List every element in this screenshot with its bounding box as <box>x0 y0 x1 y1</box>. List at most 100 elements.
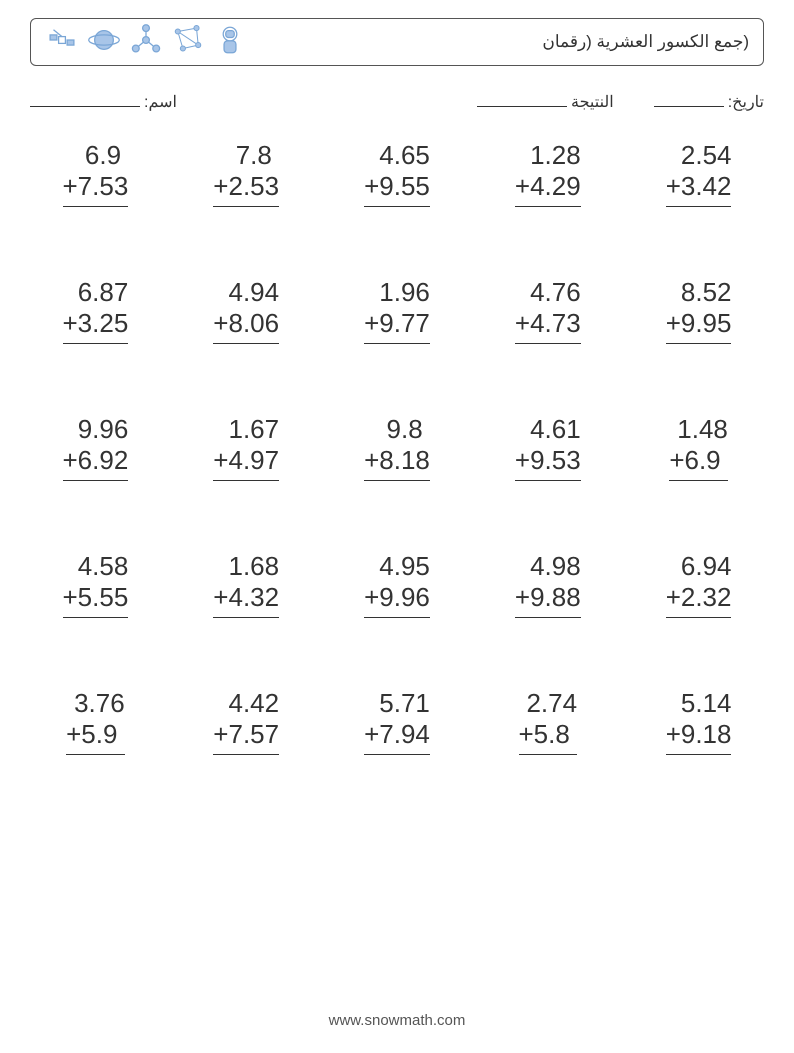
problem: 6.94+2.32 <box>633 551 764 618</box>
answer-rule <box>63 617 129 618</box>
operand-bottom: +9.96 <box>364 582 430 613</box>
answer-rule <box>213 343 279 344</box>
answer-rule <box>213 206 279 207</box>
name-blank[interactable] <box>30 106 140 107</box>
answer-rule <box>515 617 581 618</box>
satellite-icon <box>45 23 79 62</box>
answer-rule <box>63 206 129 207</box>
answer-rule <box>666 343 732 344</box>
operand-top: 6.94 <box>666 551 732 582</box>
operand-bottom: +9.95 <box>666 308 732 339</box>
answer-rule <box>213 754 279 755</box>
problem: 4.76+4.73 <box>482 277 613 344</box>
operand-top: 9.96 <box>63 414 129 445</box>
operand-bottom: +9.53 <box>515 445 581 476</box>
operand-bottom: +7.94 <box>364 719 430 750</box>
operand-bottom: +5.8 <box>519 719 578 750</box>
network-icon <box>171 23 205 62</box>
answer-rule <box>364 480 430 481</box>
score-blank[interactable] <box>477 106 567 107</box>
operand-top: 4.94 <box>213 277 279 308</box>
operand-bottom: +4.32 <box>213 582 279 613</box>
operand-top: 4.95 <box>364 551 430 582</box>
operand-bottom: +9.88 <box>515 582 581 613</box>
answer-rule <box>364 754 430 755</box>
operand-bottom: +9.18 <box>666 719 732 750</box>
operand-top: 1.96 <box>364 277 430 308</box>
operand-bottom: +9.77 <box>364 308 430 339</box>
molecule-icon <box>129 23 163 62</box>
problem: 1.48+6.9 <box>633 414 764 481</box>
operand-bottom: +5.9 <box>66 719 125 750</box>
footer-url: www.snowmath.com <box>0 1012 794 1029</box>
operand-bottom: +8.18 <box>364 445 430 476</box>
problem: 1.67+4.97 <box>181 414 312 481</box>
answer-rule <box>515 343 581 344</box>
problem: 4.94+8.06 <box>181 277 312 344</box>
name-field: اسم: <box>30 92 177 120</box>
problem: 2.54+3.42 <box>633 140 764 207</box>
answer-rule <box>364 343 430 344</box>
answer-rule <box>515 206 581 207</box>
operand-top: 4.42 <box>213 688 279 719</box>
problem: 6.9 +7.53 <box>30 140 161 207</box>
operand-top: 4.76 <box>515 277 581 308</box>
problem: 4.98+9.88 <box>482 551 613 618</box>
answer-rule <box>63 480 129 481</box>
answer-rule <box>666 754 732 755</box>
operand-top: 3.76 <box>66 688 125 719</box>
worksheet-title: (جمع الكسور العشرية (رقمان <box>542 32 749 52</box>
problem: 1.28+4.29 <box>482 140 613 207</box>
answer-rule <box>666 206 732 207</box>
problem: 4.42+7.57 <box>181 688 312 755</box>
problem: 7.8 +2.53 <box>181 140 312 207</box>
date-label: تاريخ: <box>728 92 764 112</box>
problem: 4.65+9.55 <box>332 140 463 207</box>
operand-bottom: +3.42 <box>666 171 732 202</box>
info-line: تاريخ: النتيجة اسم: <box>30 92 764 120</box>
answer-rule <box>364 617 430 618</box>
operand-bottom: +9.55 <box>364 171 430 202</box>
problem: 9.8 +8.18 <box>332 414 463 481</box>
score-field: النتيجة <box>477 92 614 120</box>
operand-top: 4.58 <box>63 551 129 582</box>
operand-bottom: +4.97 <box>213 445 279 476</box>
operand-bottom: +7.57 <box>213 719 279 750</box>
operand-top: 1.68 <box>213 551 279 582</box>
operand-bottom: +6.92 <box>63 445 129 476</box>
problem: 4.58+5.55 <box>30 551 161 618</box>
date-field: تاريخ: <box>654 92 764 120</box>
operand-top: 7.8 <box>213 140 279 171</box>
problem: 8.52+9.95 <box>633 277 764 344</box>
problem: 4.61+9.53 <box>482 414 613 481</box>
decorative-icons <box>45 23 247 62</box>
operand-top: 4.65 <box>364 140 430 171</box>
operand-top: 2.74 <box>519 688 578 719</box>
problems-grid: 6.9 +7.53 7.8 +2.53 4.65+9.55 1.28+4.29 … <box>30 140 764 755</box>
operand-top: 1.48 <box>669 414 728 445</box>
operand-top: 9.8 <box>364 414 430 445</box>
operand-top: 1.67 <box>213 414 279 445</box>
operand-bottom: +7.53 <box>63 171 129 202</box>
answer-rule <box>364 206 430 207</box>
operand-top: 8.52 <box>666 277 732 308</box>
answer-rule <box>63 343 129 344</box>
answer-rule <box>519 754 578 755</box>
problem: 4.95+9.96 <box>332 551 463 618</box>
operand-bottom: +6.9 <box>669 445 728 476</box>
operand-top: 2.54 <box>666 140 732 171</box>
score-label: النتيجة <box>571 92 614 112</box>
operand-bottom: +4.73 <box>515 308 581 339</box>
date-blank[interactable] <box>654 106 724 107</box>
operand-bottom: +8.06 <box>213 308 279 339</box>
operand-bottom: +5.55 <box>63 582 129 613</box>
operand-bottom: +3.25 <box>63 308 129 339</box>
problem: 5.71+7.94 <box>332 688 463 755</box>
answer-rule <box>666 617 732 618</box>
operand-top: 5.71 <box>364 688 430 719</box>
answer-rule <box>669 480 728 481</box>
answer-rule <box>66 754 125 755</box>
answer-rule <box>515 480 581 481</box>
operand-top: 1.28 <box>515 140 581 171</box>
operand-top: 4.98 <box>515 551 581 582</box>
